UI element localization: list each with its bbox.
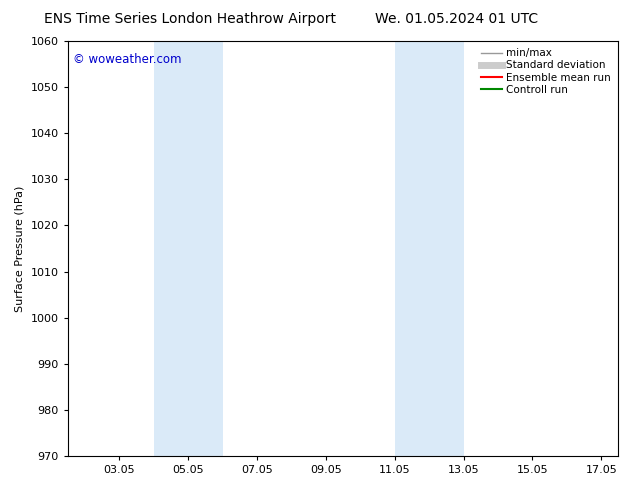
Bar	[154, 41, 223, 456]
Text: We. 01.05.2024 01 UTC: We. 01.05.2024 01 UTC	[375, 12, 538, 26]
Legend: min/max, Standard deviation, Ensemble mean run, Controll run: min/max, Standard deviation, Ensemble me…	[479, 46, 613, 97]
Text: ENS Time Series London Heathrow Airport: ENS Time Series London Heathrow Airport	[44, 12, 336, 26]
Y-axis label: Surface Pressure (hPa): Surface Pressure (hPa)	[15, 185, 25, 312]
Text: © woweather.com: © woweather.com	[73, 53, 182, 67]
Bar	[395, 41, 463, 456]
